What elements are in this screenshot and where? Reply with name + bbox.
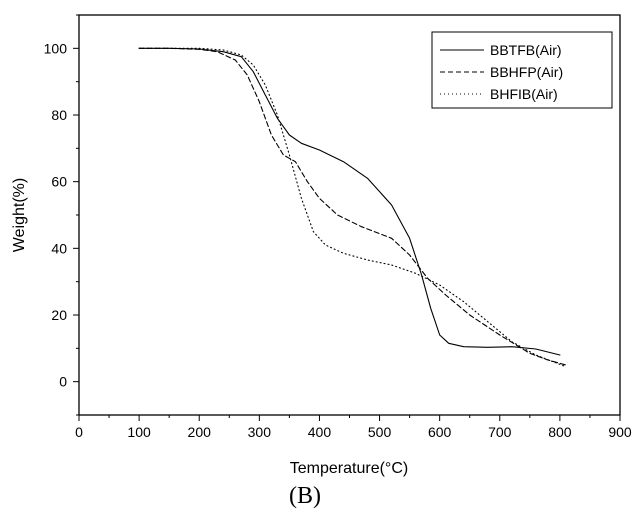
x-tick-label-900: 900 — [608, 424, 632, 440]
x-tick-label-0: 0 — [75, 424, 83, 440]
legend-label-bhfib: BHFIB(Air) — [490, 86, 558, 102]
figure-caption: (B) — [289, 483, 321, 509]
axis-ticks: 0 100 200 300 400 500 600 700 800 900 0 20 40 60 80 100 — [44, 14, 632, 440]
legend-label-bbhfp: BBHFP(Air) — [490, 64, 563, 80]
x-tick-label-600: 600 — [428, 424, 452, 440]
y-tick-label-20: 20 — [51, 307, 67, 323]
x-tick-label-200: 200 — [188, 424, 212, 440]
x-tick-label-300: 300 — [248, 424, 272, 440]
y-tick-label-60: 60 — [51, 174, 67, 190]
x-axis-title: Temperature(°C) — [290, 460, 408, 477]
series-line-bhfib-air — [138, 47, 567, 368]
x-tick-label-800: 800 — [548, 424, 572, 440]
legend: BBTFB(Air) BBHFP(Air) BHFIB(Air) — [431, 31, 613, 109]
x-tick-label-400: 400 — [308, 424, 332, 440]
y-tick-label-40: 40 — [51, 240, 67, 256]
y-axis-title: Weight(%) — [11, 178, 28, 252]
legend-box — [431, 31, 613, 109]
x-tick-label-500: 500 — [368, 424, 392, 440]
y-tick-label-100: 100 — [44, 40, 68, 56]
x-tick-label-100: 100 — [127, 424, 151, 440]
data-series — [138, 47, 567, 368]
series-line-bbtfb-air — [138, 47, 561, 356]
x-tick-label-700: 700 — [488, 424, 512, 440]
y-tick-label-80: 80 — [51, 107, 67, 123]
y-tick-label-0: 0 — [59, 374, 67, 390]
series-line-bbhfp-air — [138, 47, 567, 366]
legend-label-bbtfb: BBTFB(Air) — [490, 42, 562, 58]
